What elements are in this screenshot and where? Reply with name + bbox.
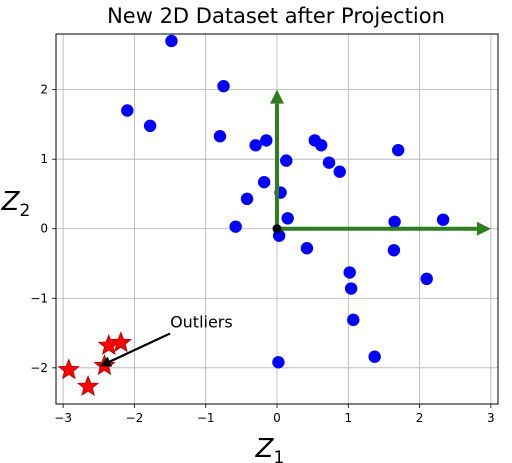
- data-point: [229, 220, 242, 233]
- projection-vectors: [270, 89, 491, 236]
- data-point: [240, 192, 254, 206]
- x-axis-label-sub: 1: [273, 448, 284, 463]
- data-point: [165, 34, 178, 48]
- y-tick-label: 2: [40, 83, 48, 97]
- plot-frame: [55, 33, 499, 405]
- y-tick-label: −2: [30, 361, 48, 375]
- data-point: [272, 356, 285, 369]
- x-tick-label: −3: [54, 411, 72, 425]
- data-point: [281, 212, 294, 225]
- data-point: [280, 154, 293, 167]
- data-point: [300, 242, 314, 255]
- data-point: [391, 143, 405, 157]
- data-point: [368, 350, 381, 363]
- vector-arrowhead: [476, 221, 491, 236]
- x-tick-label: 2: [416, 411, 424, 425]
- y-axis-label: Z2: [1, 187, 31, 221]
- outlier-star-point: [77, 374, 100, 397]
- data-point: [436, 213, 450, 226]
- data-point: [387, 244, 401, 257]
- annotation-text: Outliers: [170, 312, 233, 331]
- annotation-arrow: [99, 332, 171, 367]
- x-axis-label: Z1: [255, 434, 285, 463]
- origin-point: [272, 224, 282, 234]
- data-point: [121, 104, 134, 117]
- data-point: [388, 215, 401, 228]
- vector-arrowhead: [270, 89, 284, 104]
- data-point: [322, 156, 336, 169]
- outlier-star-point: [57, 358, 80, 380]
- y-axis-label-sub: 2: [19, 201, 30, 221]
- x-tick-label: 0: [273, 411, 281, 425]
- x-tick-label: 1: [344, 411, 352, 425]
- data-point: [143, 119, 157, 133]
- data-point: [315, 139, 328, 152]
- data-point: [217, 79, 230, 93]
- annotations: Outliers: [99, 312, 233, 367]
- y-tick-label: 0: [40, 222, 48, 236]
- chart-title: New 2D Dataset after Projection: [107, 4, 445, 28]
- axis-ticks: −3 −2 −1 0 1 2 3 −2 −1 0 1 2: [30, 83, 494, 425]
- data-point: [347, 313, 360, 327]
- y-tick-label: 1: [40, 152, 48, 166]
- data-point: [343, 266, 356, 279]
- data-point: [420, 272, 433, 286]
- data-point: [333, 165, 346, 178]
- outlier-star-point: [109, 331, 132, 353]
- data-point: [344, 282, 358, 295]
- x-tick-label: −2: [126, 411, 144, 425]
- y-axis-label-main: Z: [1, 187, 21, 217]
- x-axis-label-main: Z: [255, 434, 275, 463]
- y-tick-label: −1: [30, 291, 48, 305]
- x-tick-label: 3: [487, 411, 495, 425]
- outlier-star-point: [97, 333, 120, 355]
- data-point: [257, 175, 271, 189]
- data-point: [249, 139, 262, 152]
- data-points: [57, 34, 450, 397]
- x-tick-label: −1: [197, 411, 215, 425]
- data-point: [213, 130, 227, 143]
- data-point: [260, 134, 273, 147]
